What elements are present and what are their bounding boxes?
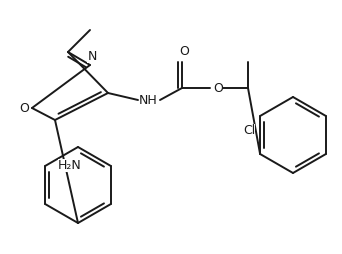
Text: N: N	[87, 50, 97, 63]
Text: O: O	[213, 82, 223, 94]
Text: O: O	[19, 102, 29, 115]
Text: O: O	[179, 45, 189, 58]
Text: Cl: Cl	[243, 124, 255, 137]
Text: H₂N: H₂N	[58, 159, 82, 172]
Text: NH: NH	[139, 93, 157, 106]
